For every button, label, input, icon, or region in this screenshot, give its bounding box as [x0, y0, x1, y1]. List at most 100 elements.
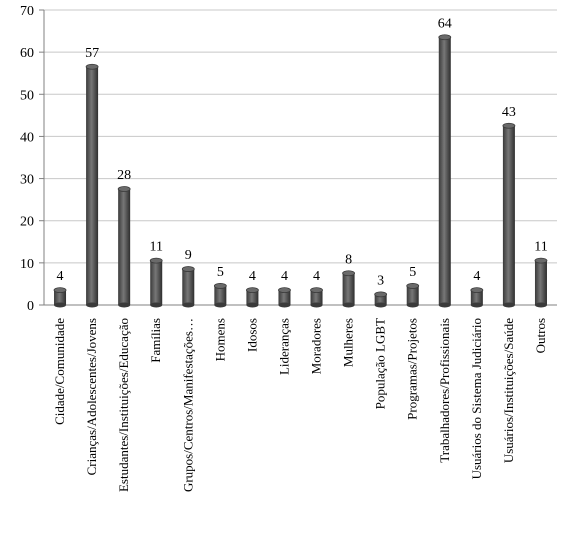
y-tick-labels: 0 10 20 30 40 50 60 70	[20, 4, 34, 314]
data-label: 4	[57, 269, 64, 284]
bar-base	[54, 302, 67, 308]
x-category-label: Mulheres	[341, 318, 356, 367]
y-tick-label: 50	[20, 88, 34, 103]
data-label: 64	[438, 16, 452, 31]
bar-cap	[181, 266, 195, 272]
bar-base	[502, 302, 515, 308]
x-category-label: Estudantes/Instituições/Educação	[116, 318, 131, 492]
data-label: 11	[149, 240, 162, 255]
bar-cap	[246, 287, 259, 294]
bar-body	[374, 294, 387, 305]
bar	[502, 122, 516, 308]
bar	[149, 257, 163, 308]
bar-cap	[278, 287, 291, 294]
data-label: 5	[409, 265, 416, 280]
bar-base	[534, 302, 547, 308]
bar-base	[278, 302, 291, 308]
bar-base	[438, 302, 451, 308]
bar	[246, 287, 259, 308]
x-category-label: População LGBT	[373, 318, 388, 409]
data-label: 3	[377, 273, 384, 288]
bar-body	[470, 290, 483, 305]
y-tick-label: 60	[20, 46, 34, 61]
bar-base	[246, 302, 259, 308]
bar-cap	[438, 34, 452, 41]
bar-body	[86, 66, 99, 306]
bar	[213, 283, 227, 308]
bar-cap	[534, 257, 548, 264]
x-category-label: Usuários/Instituições/Saúde	[501, 318, 516, 463]
x-category-label: Lideranças	[276, 318, 291, 375]
x-category-label: Cidade/Comunidade	[52, 318, 67, 425]
bar-cap	[149, 257, 163, 264]
bar-base	[86, 302, 99, 308]
bar-base	[406, 302, 419, 308]
data-label: 4	[249, 269, 256, 284]
bar	[117, 186, 131, 308]
bar-cap	[53, 287, 67, 294]
bar-body	[150, 260, 163, 305]
bar-cap	[374, 291, 388, 298]
bar-body	[278, 290, 291, 305]
bar-cap	[85, 63, 99, 70]
bar-body	[182, 269, 195, 305]
bar-body	[214, 285, 227, 305]
x-category-label: Outros	[533, 318, 548, 353]
bar-base	[310, 302, 323, 308]
data-label: 5	[217, 265, 224, 280]
bar	[342, 270, 355, 308]
data-label: 4	[313, 269, 320, 284]
bar-body	[534, 260, 547, 305]
bar-cap	[406, 283, 420, 289]
bar	[406, 283, 420, 308]
x-category-label: Crianças/Adolescentes/Jovens	[84, 318, 99, 475]
bar-body	[438, 37, 451, 306]
bar	[534, 257, 548, 308]
bars	[53, 34, 548, 308]
bar-body	[246, 290, 259, 305]
data-label: 4	[473, 269, 480, 284]
data-label: 57	[85, 46, 99, 61]
bar	[310, 287, 323, 308]
y-tick-label: 20	[20, 215, 34, 230]
data-labels: 4 57 28 11 9 5 4 4 4 8 3 5 64 4 43 11	[57, 16, 548, 288]
bar-base	[374, 302, 387, 308]
bar-cap	[213, 283, 227, 289]
bar-base	[214, 302, 227, 308]
data-label: 28	[117, 168, 131, 183]
x-category-label: Trabalhadores/Profissionais	[437, 318, 452, 463]
bar-body	[310, 290, 323, 305]
x-category-label: Grupos/Centros/Manifestações…	[180, 318, 195, 492]
data-label: 8	[345, 252, 352, 267]
bar-cap	[470, 287, 484, 294]
y-tick-label: 10	[20, 257, 34, 272]
bar-base	[182, 302, 195, 308]
bar-base	[470, 302, 483, 308]
bar	[470, 287, 484, 308]
bar-body	[502, 125, 515, 306]
x-category-label: Usuários do Sistema Judiciário	[469, 318, 484, 479]
data-label: 11	[534, 240, 547, 255]
data-label: 9	[185, 248, 192, 263]
bar-cap	[310, 287, 323, 294]
bar-body	[342, 273, 355, 305]
axes	[39, 9, 557, 306]
bar-body	[406, 285, 419, 305]
bar-body	[54, 290, 67, 305]
bar	[374, 291, 388, 308]
bar-base	[118, 302, 131, 308]
bar-base	[150, 302, 163, 308]
x-category-label: Homens	[212, 318, 227, 361]
bar	[181, 266, 195, 308]
y-tick-label: 0	[27, 299, 34, 314]
x-category-label: Idosos	[244, 318, 259, 352]
bar-base	[342, 302, 355, 308]
bar	[438, 34, 452, 308]
bar-cap	[502, 122, 516, 129]
y-tick-label: 30	[20, 173, 34, 188]
data-label: 43	[502, 105, 516, 120]
bar	[85, 63, 99, 308]
bar	[53, 287, 67, 308]
bar-cap	[117, 186, 131, 192]
